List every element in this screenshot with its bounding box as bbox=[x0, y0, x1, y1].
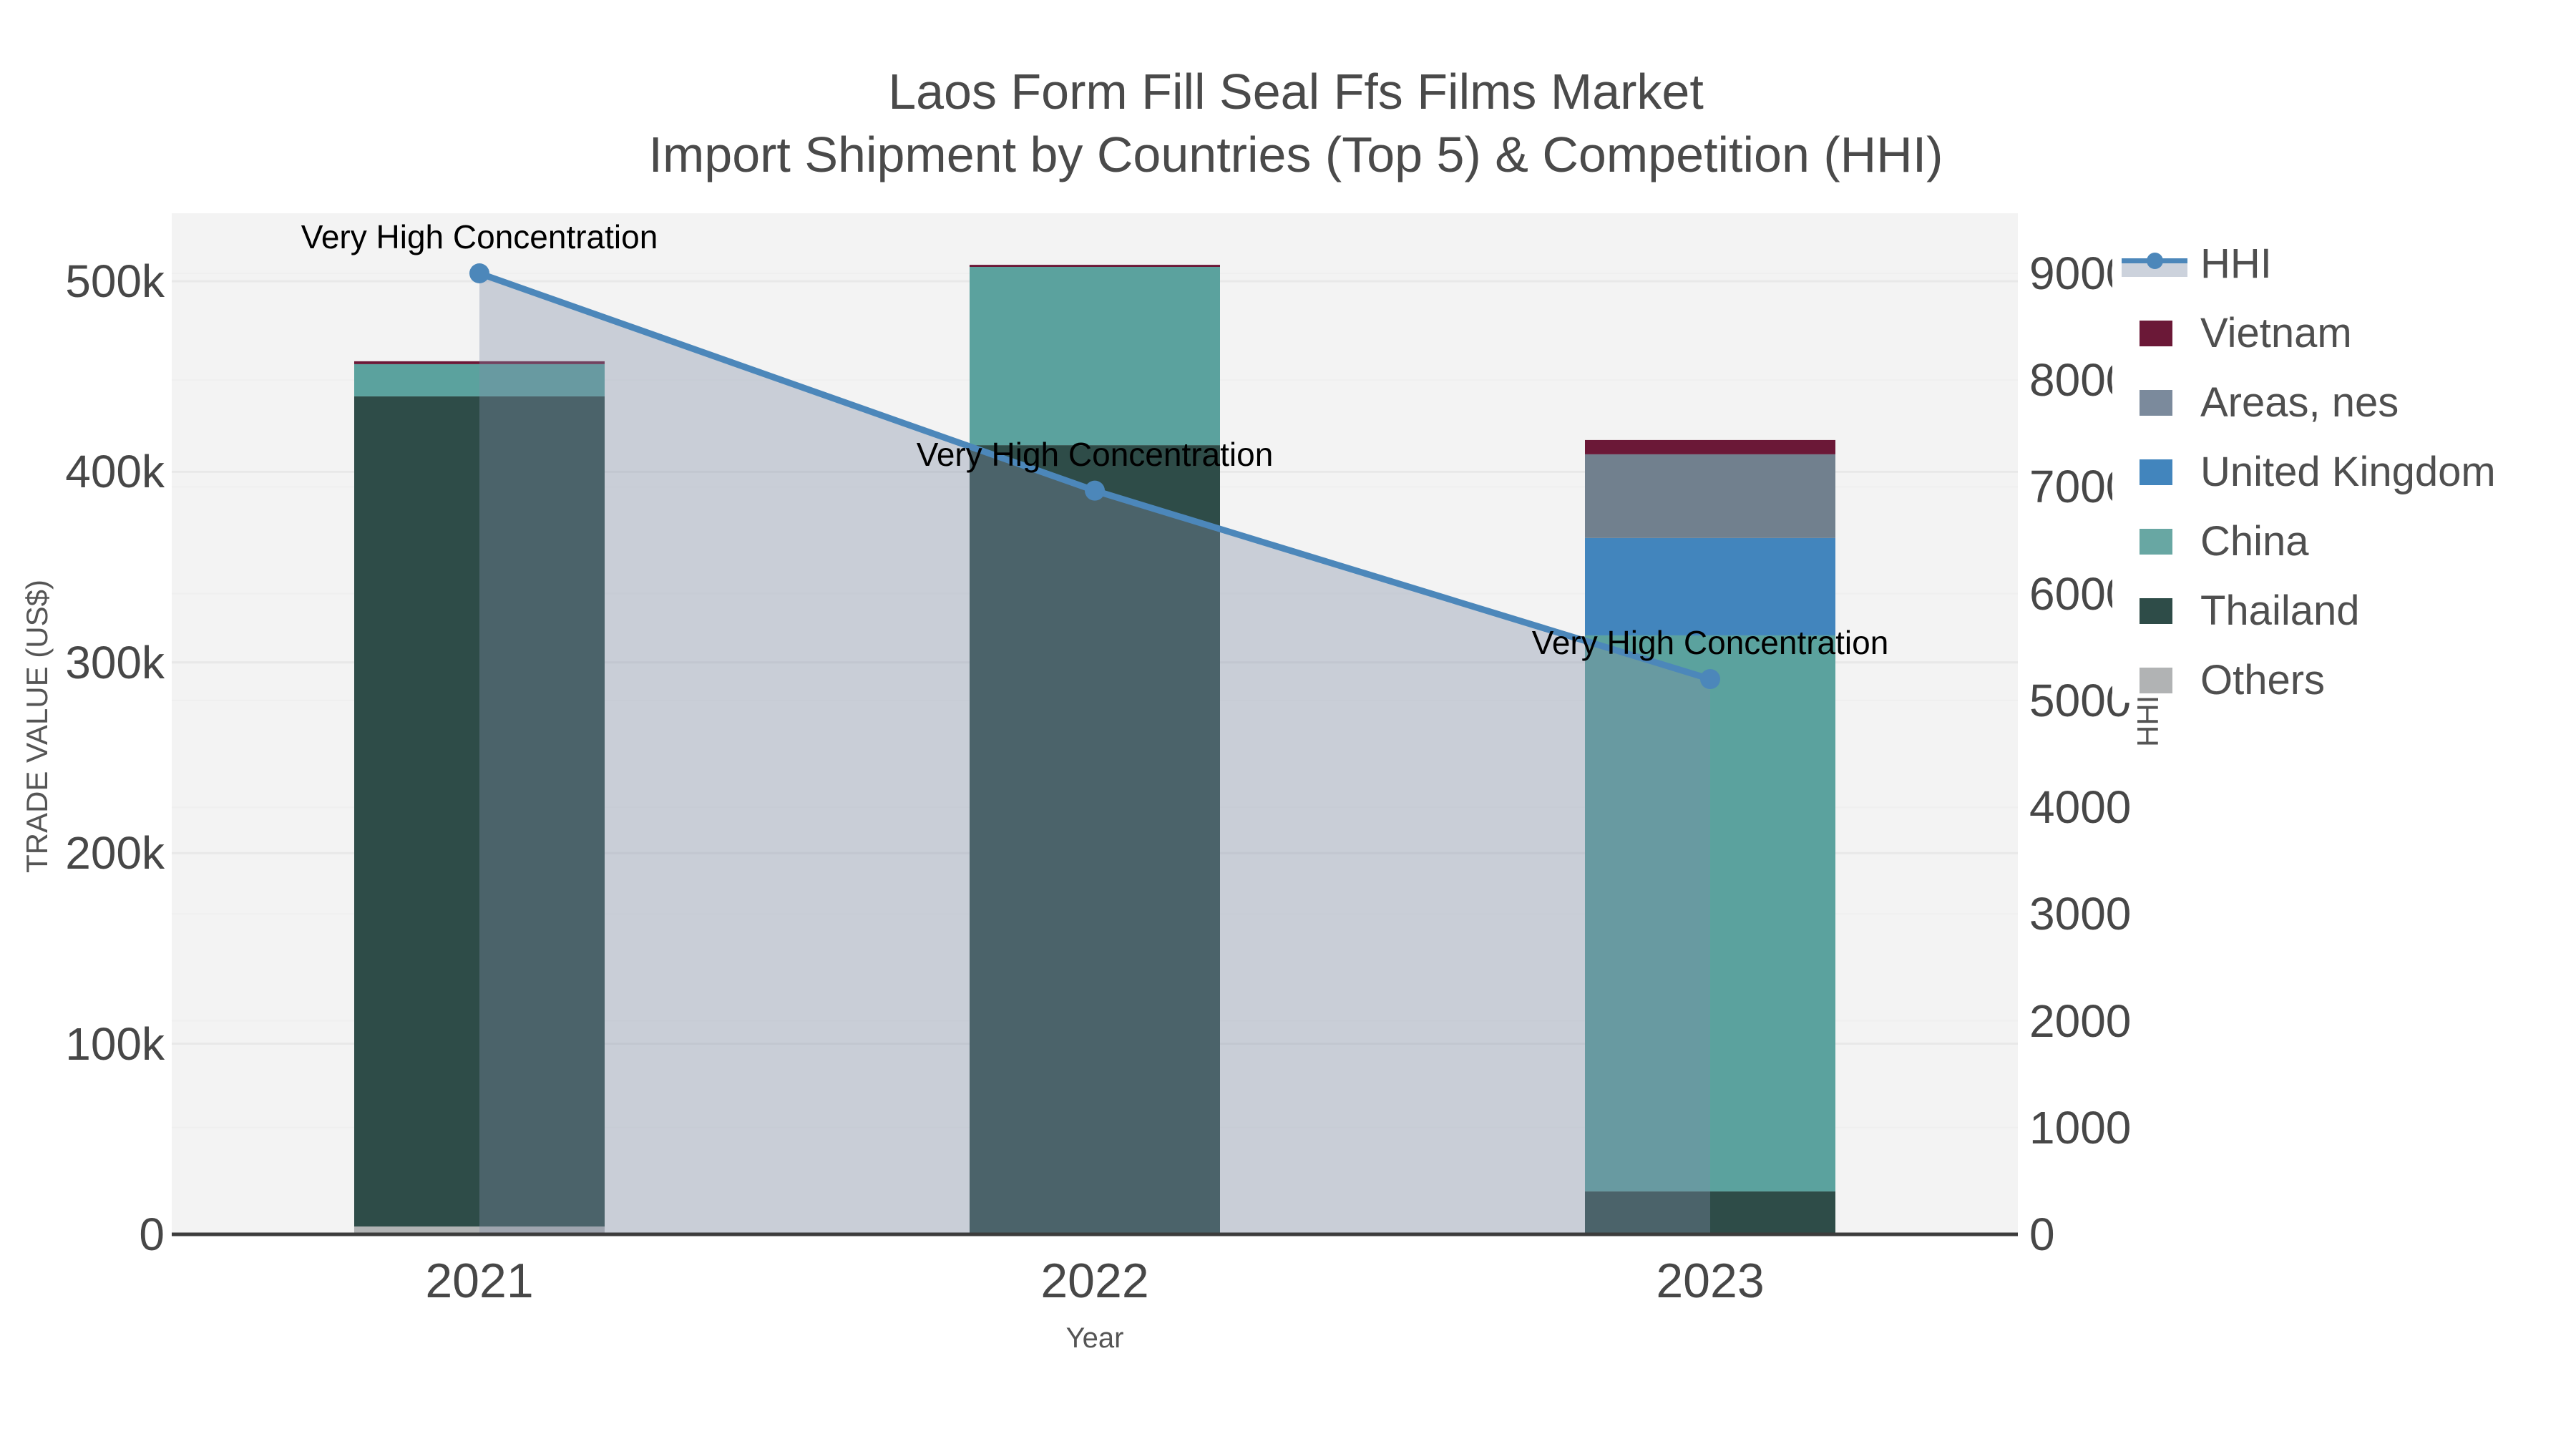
hhi-point-2021[interactable] bbox=[469, 263, 489, 283]
legend-color-swatch-areas--nes bbox=[2140, 389, 2172, 416]
legend-item-others[interactable]: Others bbox=[2112, 645, 2576, 715]
legend-label: China bbox=[2200, 518, 2309, 565]
left-tick-label: 200k bbox=[65, 827, 165, 879]
bar-segment-united-kingdom-2023[interactable] bbox=[1585, 537, 1835, 635]
annotation-2023: Very High Concentration bbox=[1531, 624, 1889, 662]
legend-color-swatch bbox=[2112, 320, 2200, 346]
annotation-2022: Very High Concentration bbox=[916, 435, 1274, 473]
right-tick-label: 1000 bbox=[2029, 1101, 2132, 1153]
legend-color-swatch bbox=[2112, 459, 2200, 485]
hhi-area-fill bbox=[479, 273, 1710, 1234]
legend-color-swatch-thailand bbox=[2140, 597, 2172, 624]
legend-item-united-kingdom[interactable]: United Kingdom bbox=[2112, 437, 2576, 507]
bar-segment-vietnam-2022[interactable] bbox=[970, 265, 1220, 268]
legend-label: Thailand bbox=[2200, 587, 2360, 634]
left-tick-label: 0 bbox=[139, 1209, 165, 1260]
left-tick-label: 400k bbox=[65, 446, 165, 498]
legend-item-thailand[interactable]: Thailand bbox=[2112, 576, 2576, 645]
legend: HHI Vietnam Areas, nes United Kingdom China T… bbox=[2112, 229, 2576, 703]
left-tick-label: 300k bbox=[65, 636, 165, 688]
bar-segment-thailand-2023[interactable] bbox=[1585, 1191, 1835, 1234]
right-axis-title: HHI bbox=[2131, 695, 2165, 748]
right-tick-label: 2000 bbox=[2029, 995, 2132, 1047]
left-tick-label: 100k bbox=[65, 1018, 165, 1070]
right-tick-label: 4000 bbox=[2029, 781, 2132, 834]
legend-label: Areas, nes bbox=[2200, 379, 2399, 426]
hhi-marker-swatch bbox=[2147, 252, 2163, 269]
legend-color-swatch-china bbox=[2140, 528, 2172, 555]
hhi-point-2022[interactable] bbox=[1085, 480, 1105, 501]
legend-color-swatch bbox=[2112, 667, 2200, 693]
x-tick-label-2023: 2023 bbox=[1656, 1254, 1765, 1308]
annotation-2021: Very High Concentration bbox=[301, 218, 658, 255]
legend-color-swatch bbox=[2112, 389, 2200, 416]
bar-segment-areas--nes-2023[interactable] bbox=[1585, 454, 1835, 538]
hhi-line-swatch-icon bbox=[2112, 248, 2200, 280]
bar-segment-vietnam-2021[interactable] bbox=[354, 361, 605, 364]
legend-item-vietnam[interactable]: Vietnam bbox=[2112, 298, 2576, 368]
hhi-area-swatch bbox=[2122, 260, 2187, 277]
left-tick-label: 500k bbox=[65, 255, 165, 307]
legend-color-swatch-vietnam bbox=[2140, 320, 2172, 346]
legend-label: Others bbox=[2200, 657, 2326, 703]
chart-title-line2: Import Shipment by Countries (Top 5) & C… bbox=[648, 127, 1943, 182]
legend-label: United Kingdom bbox=[2200, 449, 2496, 495]
legend-item-china[interactable]: China bbox=[2112, 507, 2576, 576]
bar-segment-china-2022[interactable] bbox=[970, 267, 1220, 446]
legend-item-areas--nes[interactable]: Areas, nes bbox=[2112, 368, 2576, 437]
x-tick-label-2021: 2021 bbox=[425, 1254, 534, 1308]
legend-color-swatch-united-kingdom bbox=[2140, 459, 2172, 485]
bar-segment-china-2021[interactable] bbox=[354, 364, 605, 396]
right-tick-label: 0 bbox=[2029, 1209, 2055, 1260]
hhi-point-2023[interactable] bbox=[1700, 669, 1720, 690]
legend-label: HHI bbox=[2200, 240, 2272, 287]
legend-color-swatch bbox=[2112, 597, 2200, 624]
right-tick-label: 3000 bbox=[2029, 888, 2132, 940]
legend-label: Vietnam bbox=[2200, 310, 2352, 356]
x-axis-title: Year bbox=[1065, 1322, 1124, 1354]
bar-segment-vietnam-2023[interactable] bbox=[1585, 439, 1835, 454]
legend-color-swatch-others bbox=[2140, 667, 2172, 693]
bar-segment-others-2021[interactable] bbox=[354, 1226, 605, 1234]
bar-segment-thailand-2022[interactable] bbox=[970, 445, 1220, 1234]
hhi-line-swatch-icon bbox=[2122, 248, 2187, 280]
bar-segment-china-2023[interactable] bbox=[1585, 635, 1835, 1192]
legend-color-swatch bbox=[2112, 528, 2200, 555]
bar-segment-thailand-2021[interactable] bbox=[354, 396, 605, 1227]
chart-title-line1: Laos Form Fill Seal Ffs Films Market bbox=[888, 64, 1704, 119]
x-tick-label-2022: 2022 bbox=[1040, 1254, 1149, 1308]
legend-item-hhi[interactable]: HHI bbox=[2112, 229, 2576, 298]
